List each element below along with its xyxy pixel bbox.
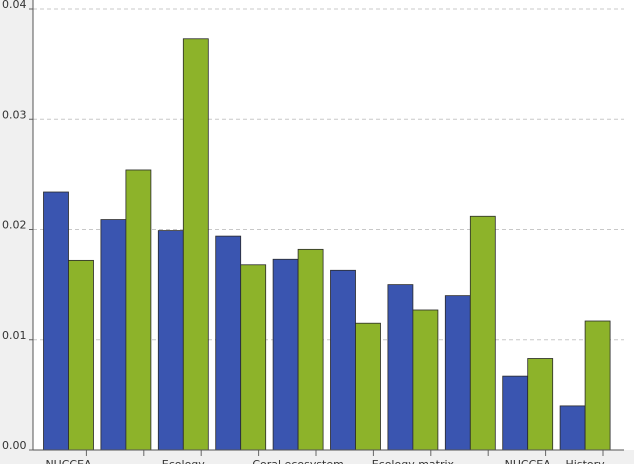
y-tick-label: 0.03 <box>2 108 27 121</box>
y-tick-label: 0.04 <box>2 0 27 11</box>
bar <box>330 269 356 451</box>
y-tick-label: 0.02 <box>2 219 27 232</box>
bar <box>584 320 611 451</box>
bar <box>240 264 267 451</box>
bar <box>43 191 69 451</box>
bar <box>502 375 529 451</box>
bar <box>412 309 439 451</box>
y-tick-label: 0.00 <box>2 439 27 452</box>
x-tick-label: NUCCEA <box>45 458 92 464</box>
x-tick-label: History <box>566 458 606 464</box>
bar <box>215 235 242 451</box>
bar <box>559 405 586 451</box>
x-tick-label: Ecology matrix <box>372 458 455 464</box>
y-tick-label: 0.01 <box>2 329 27 342</box>
x-tick-label: Ecology <box>162 458 205 464</box>
x-tick-label: Coral ecosystem <box>252 458 344 464</box>
bar <box>125 169 152 451</box>
bar <box>182 38 209 451</box>
bar <box>469 215 496 451</box>
bar <box>297 248 324 451</box>
bar <box>355 322 381 451</box>
x-tick-label: NUCCEA <box>505 458 552 464</box>
bar <box>272 258 299 451</box>
bar <box>100 219 127 451</box>
bar <box>444 295 471 451</box>
bar <box>68 259 94 451</box>
bar <box>527 358 554 451</box>
bar <box>157 230 184 451</box>
bar <box>387 284 414 451</box>
